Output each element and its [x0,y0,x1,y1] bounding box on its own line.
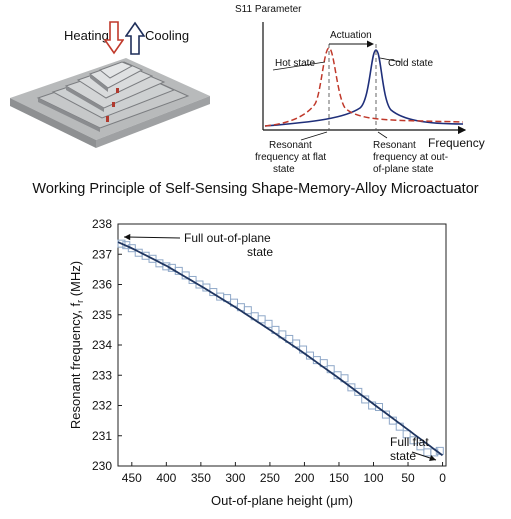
s11-actuation-label: Actuation [330,30,372,41]
y-tick-label: 234 [92,338,112,352]
s11-title: S11 Parameter [235,4,302,15]
s11-schematic: S11 Parameter Actuation Hot state Cold s… [235,4,485,175]
annotation-arrow-top [123,236,181,239]
y-tick-label: 235 [92,308,112,322]
x-tick-label: 300 [225,471,245,485]
data-point [162,262,171,271]
data-point [354,387,363,396]
s11-flat-note-3: state [273,164,295,175]
s11-flat-note-2: frequency at flat [255,152,326,163]
y-tick-label: 231 [92,429,112,443]
data-point [402,430,411,439]
s11-x-label: Frequency [428,136,485,150]
fit-curve [117,241,444,457]
y-tick-label: 232 [92,399,112,413]
data-point [127,244,136,253]
resonant-frequency-chart: 230 231 232 233 234 235 236 237 238 450 400 350 300 2… [68,217,447,508]
annotation-arrow-top-head [124,233,131,241]
y-axis-label: Resonant frequency, fr (MHz) [68,261,85,429]
data-point [375,403,384,412]
cooling-label: Cooling [145,28,190,43]
x-tick-label: 450 [122,471,142,485]
x-tick-label: 0 [439,471,446,485]
annotation-full-out-of-plane-1: Full out-of-plane [184,231,271,245]
data-point [117,239,126,248]
data-point [148,254,157,263]
x-tick-label: 250 [260,471,280,485]
data-point [381,410,390,419]
y-tick-label: 233 [92,368,112,382]
annotation-arrow-bottom-head [429,455,436,462]
data-point [423,448,432,457]
data-point [347,383,356,392]
heating-label: Heating [64,28,109,43]
annotation-full-out-of-plane-2: state [247,245,273,259]
s11-cold-label: Cold state [388,58,433,69]
y-tick-label: 236 [92,278,112,292]
s11-oop-note-2: frequency at out- [373,152,448,163]
s11-hot-label: Hot state [275,58,315,69]
annotation-full-flat-1: Full flat [390,435,429,449]
data-point [416,442,425,451]
s11-cold-curve [264,49,464,127]
annotation-full-flat-2: state [390,449,416,463]
x-tick-label: 50 [401,471,415,485]
data-point [264,319,273,328]
x-tick-label: 200 [294,471,314,485]
microactuator-illustration [10,58,210,148]
y-tick-label: 237 [92,247,112,261]
y-tick-label: 230 [92,459,112,473]
data-point [409,436,418,445]
s11-oop-note-1: Resonant [373,140,416,151]
s11-hot-curve [264,47,464,127]
s11-oop-note-3: of-plane state [373,164,434,175]
data-point [243,306,252,315]
y-tick-label: 238 [92,217,112,231]
cooling-arrow-icon [125,21,145,55]
heating-arrow-icon [104,21,124,55]
x-tick-label: 350 [191,471,211,485]
x-tick-label: 400 [156,471,176,485]
x-axis-label: Out-of-plane height (μm) [211,493,353,508]
s11-flat-note-1: Resonant [269,140,312,151]
data-point [257,315,266,324]
y-axis-label-subscript: r [75,300,85,303]
figure-caption: Working Principle of Self-Sensing Shape-… [32,181,479,197]
x-tick-label: 100 [363,471,383,485]
x-tick-label: 150 [329,471,349,485]
